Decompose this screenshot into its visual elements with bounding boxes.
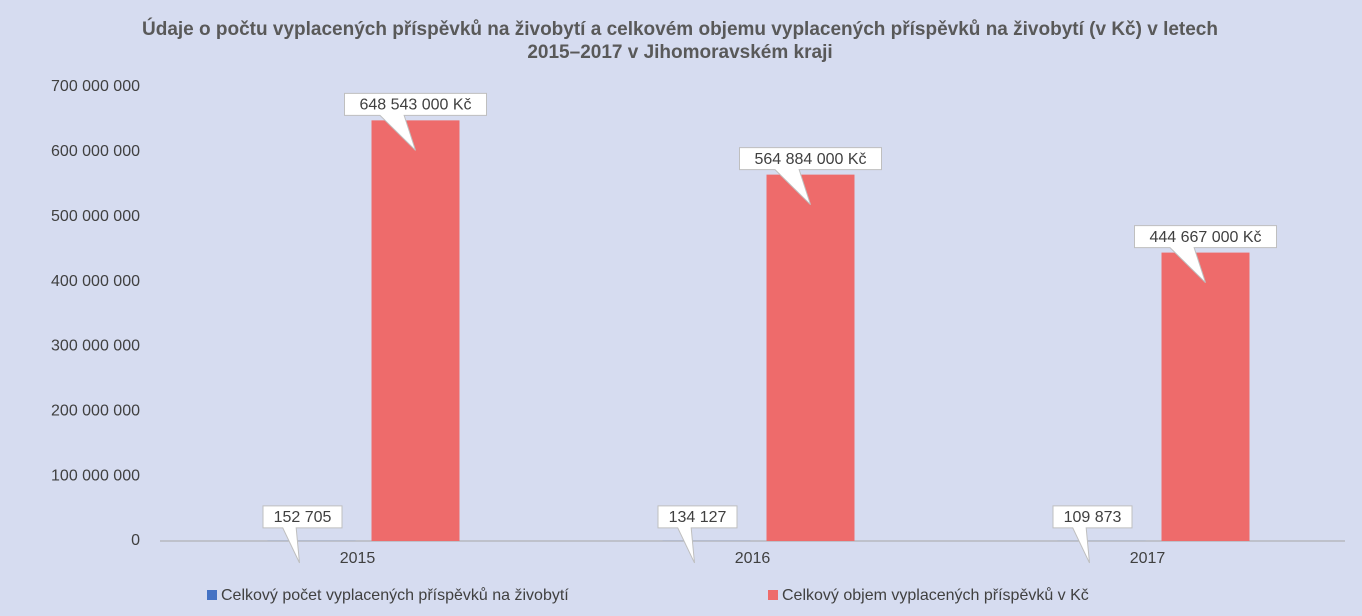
data-label: 564 884 000 Kč (754, 151, 866, 168)
callout (1134, 225, 1277, 283)
callout (1052, 505, 1133, 564)
x-tick-label: 2016 (735, 550, 771, 567)
data-label: 109 873 (1064, 509, 1122, 526)
y-tick-label: 200 000 000 (51, 403, 140, 420)
bar (766, 174, 855, 541)
data-label: 648 543 000 Kč (359, 97, 471, 114)
y-tick-label: 600 000 000 (51, 143, 140, 160)
callout (344, 92, 487, 151)
data-label: 152 705 (274, 509, 332, 526)
legend-label: Celkový počet vyplacených příspěvků na ž… (221, 586, 569, 604)
bar (1161, 252, 1250, 541)
chart-title: Údaje o počtu vyplacených příspěvků na ž… (142, 19, 1218, 63)
legend-swatch (207, 590, 217, 600)
y-tick-label: 500 000 000 (51, 208, 140, 225)
legend-swatch (768, 590, 778, 600)
y-tick-label: 100 000 000 (51, 467, 140, 484)
y-tick-label: 700 000 000 (51, 78, 140, 95)
x-tick-label: 2015 (340, 550, 376, 567)
data-label: 444 667 000 Kč (1149, 229, 1261, 246)
y-tick-label: 400 000 000 (51, 273, 140, 290)
callout (657, 505, 738, 564)
callout (262, 505, 343, 564)
y-tick-label: 300 000 000 (51, 338, 140, 355)
data-label: 134 127 (669, 509, 727, 526)
callout (739, 147, 882, 205)
bar (371, 120, 460, 542)
legend-label: Celkový objem vyplacených příspěvků v Kč (782, 586, 1089, 604)
x-tick-label: 2017 (1130, 550, 1166, 567)
y-tick-label: 0 (131, 532, 140, 549)
